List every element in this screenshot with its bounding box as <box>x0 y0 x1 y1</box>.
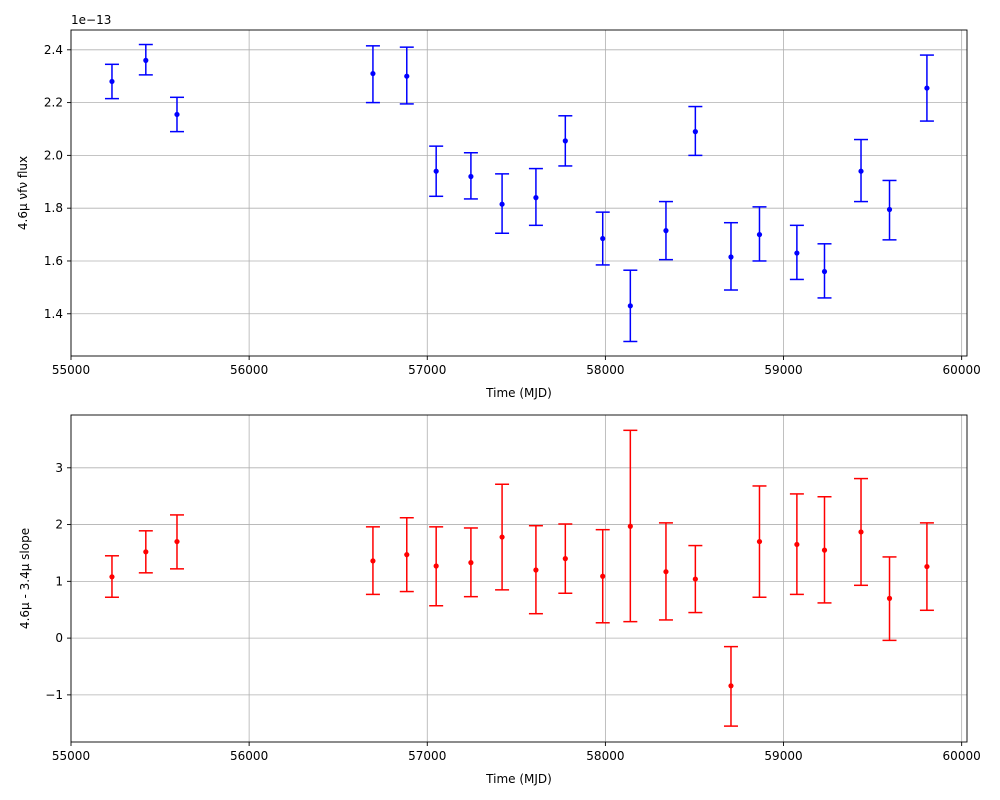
data-point <box>627 303 633 309</box>
data-point <box>174 111 180 118</box>
data-point <box>143 57 149 63</box>
data-point <box>499 201 505 207</box>
data-point <box>499 534 505 540</box>
y-axis-label: 4.6μ - 3.4μ slope <box>18 528 32 629</box>
data-point <box>600 573 606 579</box>
data-point <box>562 556 568 562</box>
data-point <box>370 558 376 564</box>
data-point <box>143 549 149 555</box>
data-point <box>433 563 439 569</box>
data-point <box>756 538 763 545</box>
x-tick-label: 57000 <box>408 363 446 377</box>
y-tick-label: 2.4 <box>44 43 63 57</box>
data-point <box>174 538 180 545</box>
x-tick-label: 58000 <box>586 749 624 763</box>
data-point <box>821 268 828 275</box>
data-point <box>728 254 734 260</box>
x-tick-label: 55000 <box>52 749 90 763</box>
data-point <box>886 595 893 601</box>
slope-panel: 55000 56000 57000 58000 59000 60000 −1 0 1 2 3 Time… <box>18 414 981 786</box>
y-offset-label: 1e−13 <box>71 13 111 27</box>
data-point <box>404 73 410 79</box>
data-point <box>858 168 864 174</box>
y-tick-label: 1 <box>55 574 63 588</box>
data-point <box>728 683 734 689</box>
data-point <box>924 85 930 91</box>
data-point <box>468 560 474 566</box>
data-point <box>692 576 698 582</box>
data-point <box>468 173 474 180</box>
data-point <box>924 563 930 570</box>
data-point <box>756 231 763 238</box>
x-tick-label: 56000 <box>230 363 268 377</box>
x-axis-label: Time (MJD) <box>485 386 552 400</box>
data-point <box>370 70 376 77</box>
y-tick-label: 1.8 <box>44 201 63 215</box>
flux-panel: 55000 56000 57000 58000 59000 60000 1.4 1.6 1.8 2… <box>16 13 981 400</box>
data-point <box>562 138 568 144</box>
data-point <box>627 523 633 529</box>
data-point <box>692 129 698 135</box>
data-point <box>404 552 410 558</box>
y-tick-label: 2.0 <box>44 148 63 162</box>
data-point <box>109 78 115 85</box>
data-point <box>886 206 893 213</box>
x-tick-label: 55000 <box>52 363 90 377</box>
data-point <box>794 250 800 256</box>
x-tick-label: 56000 <box>230 749 268 763</box>
y-tick-label: 2.2 <box>44 96 63 110</box>
x-axis-label: Time (MJD) <box>485 772 552 786</box>
axes-frame <box>70 414 968 743</box>
y-tick-label: 3 <box>55 461 63 475</box>
axes-frame <box>70 29 968 357</box>
y-tick-label: 2 <box>55 518 63 532</box>
data-point <box>533 195 539 201</box>
data-point <box>821 547 828 553</box>
data-point <box>533 567 539 573</box>
x-tick-label: 58000 <box>586 363 624 377</box>
data-point <box>600 235 606 242</box>
x-tick-label: 59000 <box>764 363 802 377</box>
x-tick-label: 60000 <box>943 749 981 763</box>
y-tick-label: 1.6 <box>44 254 63 268</box>
data-point <box>663 228 669 234</box>
x-tick-label: 57000 <box>408 749 446 763</box>
data-point <box>858 529 864 535</box>
x-tick-label: 59000 <box>764 749 802 763</box>
data-point <box>794 541 800 548</box>
y-tick-label: 1.4 <box>44 307 63 321</box>
data-point <box>663 569 669 575</box>
data-point <box>109 574 115 580</box>
y-tick-label: 0 <box>55 631 63 645</box>
y-axis-label: 4.6μ νfν flux <box>16 156 30 230</box>
y-tick-label: −1 <box>45 688 63 702</box>
data-point <box>433 168 439 174</box>
x-tick-label: 60000 <box>943 363 981 377</box>
